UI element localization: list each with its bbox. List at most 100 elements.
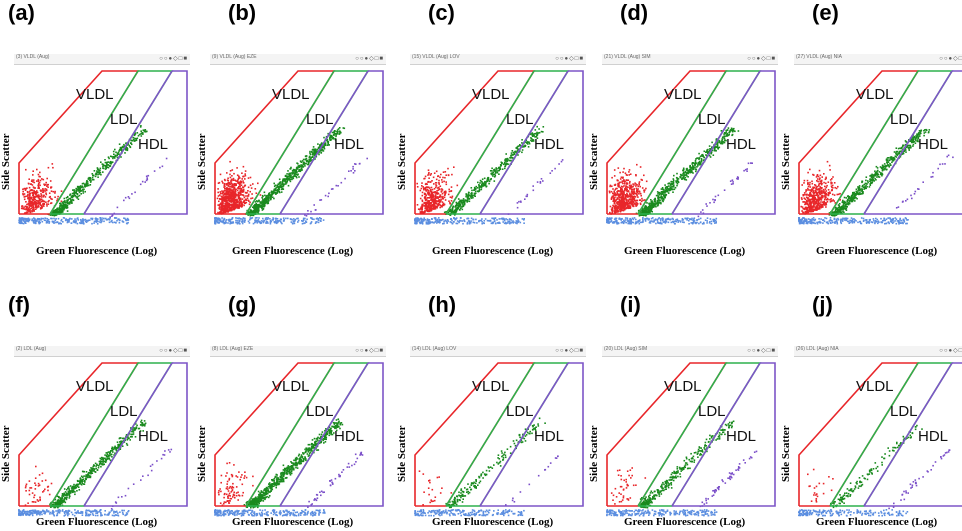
vldl-event-dot — [231, 195, 233, 198]
debris-event-dot — [505, 222, 508, 224]
debris-event-dot — [41, 220, 44, 223]
vldl-event-dot — [621, 180, 624, 182]
vldl-event-dot — [39, 171, 41, 174]
ldl-event-dot — [681, 177, 683, 179]
ldl-event-dot — [294, 171, 296, 174]
ldl-event-dot — [310, 157, 312, 159]
vldl-event-dot — [33, 187, 35, 189]
ldl-event-dot — [638, 214, 641, 217]
ldl-event-dot — [496, 171, 499, 174]
ldl-event-dot — [105, 164, 107, 167]
vldl-event-dot — [636, 189, 639, 192]
ldl-event-dot — [321, 146, 324, 148]
ldl-event-dot — [281, 180, 284, 183]
hdl-event-dot — [532, 189, 535, 192]
debris-event-dot — [511, 221, 513, 223]
vldl-event-dot — [56, 198, 59, 200]
vldl-event-dot — [421, 211, 424, 213]
hdl-gate-edge — [279, 70, 369, 215]
vldl-event-dot — [426, 188, 429, 191]
ldl-event-dot — [326, 144, 329, 146]
debris-event-dot — [34, 221, 36, 224]
vldl-event-dot — [42, 203, 44, 206]
vldl-event-dot — [615, 200, 617, 202]
vldl-event-dot — [627, 199, 629, 202]
ldl-event-dot — [666, 189, 669, 192]
vldl-event-dot — [429, 194, 431, 196]
vldl-event-dot — [224, 195, 226, 198]
ldl-event-dot — [268, 193, 271, 196]
x-axis-label: Green Fluorescence (Log) — [36, 245, 158, 257]
debris-event-dot — [18, 218, 21, 221]
ldl-event-dot — [478, 185, 481, 187]
ldl-event-dot — [670, 183, 672, 185]
ldl-event-dot — [278, 187, 280, 189]
vldl-event-dot — [42, 196, 44, 198]
ldl-event-dot — [534, 129, 537, 131]
vldl-event-dot — [233, 187, 235, 190]
vldl-event-dot — [617, 210, 620, 212]
ldl-event-dot — [653, 202, 655, 205]
ldl-event-dot — [266, 202, 269, 205]
debris-event-dot — [243, 218, 246, 220]
ldl-event-dot — [77, 195, 79, 198]
plot-header-title: (15) VLDL (Aug) LOV — [412, 54, 460, 60]
debris-event-dot — [99, 221, 101, 223]
vldl-event-dot — [32, 179, 35, 181]
ldl-event-dot — [670, 183, 673, 185]
debris-event-dot — [450, 221, 453, 224]
vldl-event-dot — [424, 201, 426, 204]
ldl-event-dot — [268, 192, 271, 194]
vldl-event-dot — [424, 187, 427, 190]
debris-event-dot — [20, 218, 22, 221]
vldl-event-dot — [430, 205, 432, 208]
ldl-event-dot — [126, 149, 129, 152]
ldl-event-dot — [291, 170, 294, 172]
vldl-event-dot — [34, 201, 37, 203]
vldl-event-dot — [614, 205, 617, 208]
ldl-event-dot — [657, 201, 660, 204]
debris-event-dot — [62, 221, 64, 223]
debris-event-dot — [269, 222, 272, 225]
vldl-event-dot — [621, 201, 623, 203]
vldl-event-dot — [238, 202, 240, 204]
vldl-event-dot — [629, 188, 631, 190]
debris-event-dot — [296, 217, 298, 220]
vldl-event-dot — [234, 207, 237, 209]
vldl-event-dot — [231, 169, 234, 171]
ldl-event-dot — [671, 183, 674, 186]
debris-event-dot — [303, 222, 305, 225]
ldl-event-dot — [521, 139, 523, 141]
vldl-event-dot — [236, 181, 239, 183]
ldl-event-dot — [59, 202, 62, 205]
vldl-event-dot — [233, 205, 236, 207]
ldl-event-dot — [107, 166, 110, 169]
ldl-event-dot — [138, 133, 141, 136]
toolbar-icons[interactable]: ○○●◇□■ — [747, 56, 776, 62]
ldl-event-dot — [687, 176, 689, 178]
debris-event-dot — [283, 220, 285, 222]
debris-event-dot — [422, 220, 425, 222]
ldl-event-dot — [121, 146, 123, 149]
ldl-event-dot — [650, 199, 652, 201]
vldl-event-dot — [35, 192, 37, 194]
ldl-event-dot — [261, 200, 264, 202]
vldl-event-dot — [237, 197, 240, 199]
ldl-event-dot — [710, 152, 712, 155]
vldl-event-dot — [425, 201, 427, 204]
vldl-event-dot — [30, 189, 33, 191]
vldl-event-dot — [448, 200, 450, 202]
debris-event-dot — [523, 218, 525, 220]
toolbar-icons[interactable]: ○○●◇□■ — [159, 56, 188, 62]
vldl-event-dot — [22, 208, 25, 210]
y-axis-label: Side Scatter — [396, 133, 408, 190]
toolbar-icons[interactable]: ○○●◇□■ — [355, 56, 384, 62]
debris-event-dot — [472, 221, 475, 224]
ldl-event-dot — [308, 156, 311, 159]
ldl-event-dot — [58, 210, 61, 212]
ldl-event-dot — [129, 145, 131, 148]
toolbar-icons[interactable]: ○○●◇□■ — [555, 56, 584, 62]
vldl-event-dot — [435, 192, 438, 195]
vldl-event-dot — [424, 196, 427, 198]
